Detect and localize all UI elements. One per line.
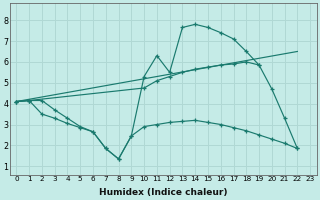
X-axis label: Humidex (Indice chaleur): Humidex (Indice chaleur) bbox=[99, 188, 228, 197]
